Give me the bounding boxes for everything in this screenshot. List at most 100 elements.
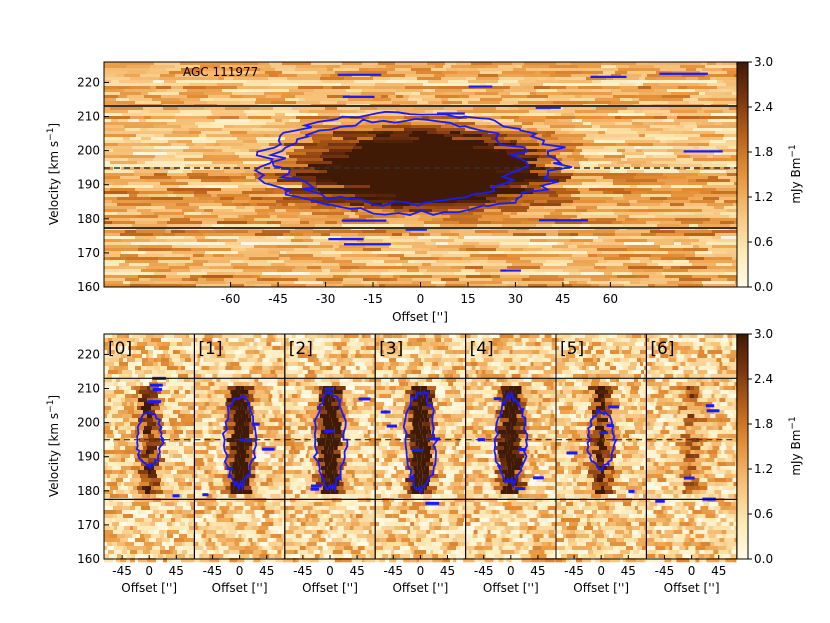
top-heat-cell: [283, 197, 304, 201]
bottom-heat-cell: [347, 406, 352, 411]
bottom-heat-cell: [170, 422, 175, 427]
top-heat-cell: [138, 254, 164, 258]
bottom-heat-cell: [182, 406, 188, 411]
top-heat-cell: [571, 242, 584, 246]
top-heat-cell: [149, 143, 171, 147]
top-heat-cell: [727, 158, 737, 162]
bottom-heat-cell: [249, 446, 253, 451]
bottom-heat-cell: [265, 530, 271, 535]
top-heat-cell: [513, 233, 529, 237]
top-heat-cell: [327, 215, 349, 219]
top-heat-cell: [111, 80, 119, 84]
bottom-heat-cell: [234, 538, 239, 543]
bottom-heat-cell: [115, 350, 120, 355]
bottom-heat-cell: [303, 434, 312, 439]
top-heat-cell: [263, 278, 274, 282]
bottom-heat-cell: [302, 430, 311, 435]
top-heat-cell: [257, 212, 268, 216]
bottom-heat-cell: [268, 410, 273, 415]
bottom-heat-cell: [127, 522, 134, 527]
top-heat-cell: [320, 242, 346, 246]
top-heat-cell: [587, 281, 618, 285]
top-heat-cell: [667, 260, 673, 264]
bottom-heat-cell: [104, 554, 109, 559]
bottom-heat-cell: [154, 530, 159, 535]
top-heat-cell: [322, 260, 352, 264]
bottom-heat-cell: [152, 442, 162, 447]
top-heat-cell: [237, 86, 268, 90]
top-heat-cell: [540, 266, 566, 270]
bottom-heat-cell: [224, 394, 232, 399]
top-heat-cell: [632, 98, 639, 102]
bottom-heat-cell: [330, 338, 341, 343]
top-heat-cell: [662, 272, 681, 276]
bottom-heat-cell: [125, 494, 128, 499]
top-heat-cell: [333, 131, 368, 135]
bottom-heat-cell: [284, 338, 289, 343]
top-heat-cell: [171, 143, 186, 147]
bottom-heat-cell: [216, 490, 221, 495]
top-heat-cell: [104, 65, 126, 69]
top-heat-cell: [702, 164, 727, 168]
top-heat-cell: [504, 131, 536, 135]
top-heat-cell: [538, 173, 573, 177]
top-heat-cell: [245, 170, 255, 174]
top-heat-cell: [183, 86, 206, 90]
bottom-heat-cell: [254, 398, 261, 403]
top-heat-cell: [300, 119, 334, 123]
top-heat-cell: [418, 236, 449, 240]
top-heat-cell: [300, 131, 333, 135]
top-heat-cell: [254, 206, 269, 210]
top-ytick-label: 170: [77, 246, 100, 260]
top-heat-cell: [225, 119, 250, 123]
bottom-heat-cell: [288, 526, 299, 531]
top-heat-cell: [382, 125, 411, 129]
top-heat-cell: [297, 128, 316, 132]
bottom-heat-cell: [326, 382, 332, 387]
bottom-heat-cell: [172, 366, 178, 371]
bottom-heat-cell: [368, 370, 372, 375]
bottom-heat-cell: [104, 402, 110, 407]
bottom-heat-cell: [251, 486, 259, 491]
bottom-heat-cell: [305, 518, 309, 523]
bottom-heat-cell: [249, 558, 254, 563]
bottom-heat-cell: [134, 342, 137, 347]
bottom-heat-cell: [336, 486, 344, 491]
bottom-heat-cell: [364, 494, 371, 499]
top-heat-cell: [299, 83, 322, 87]
bottom-heat-cell: [274, 554, 282, 559]
bottom-heat-cell: [154, 450, 158, 455]
bottom-heat-cell: [354, 502, 360, 507]
top-heat-cell: [634, 251, 668, 255]
bottom-heat-cell: [177, 350, 180, 355]
bottom-heat-cell: [181, 558, 186, 563]
top-heat-cell: [674, 152, 687, 156]
top-heat-cell: [439, 257, 456, 261]
bottom-heat-cell: [222, 526, 228, 531]
bottom-heat-cell: [194, 398, 201, 403]
bottom-heat-cell: [350, 370, 357, 375]
top-heat-cell: [450, 167, 472, 171]
bottom-heat-cell: [343, 514, 350, 519]
top-heat-cell: [572, 203, 599, 207]
bottom-heat-cell: [120, 378, 125, 383]
top-heat-cell: [711, 95, 733, 99]
top-heat-cell: [173, 191, 194, 195]
top-heat-cell: [220, 197, 234, 201]
top-heat-cell: [653, 155, 677, 159]
bottom-heat-cell: [165, 370, 173, 375]
top-heat-cell: [518, 80, 536, 84]
bottom-heat-cell: [320, 426, 325, 431]
bottom-heat-cell: [209, 402, 220, 407]
bottom-heat-cell: [124, 390, 129, 395]
top-heat-cell: [405, 86, 438, 90]
bottom-heat-cell: [330, 490, 339, 495]
bottom-heat-cell: [284, 474, 293, 479]
bottom-heat-cell: [317, 442, 326, 447]
top-heat-cell: [705, 74, 734, 78]
bottom-heat-cell: [185, 522, 188, 527]
bottom-heat-cell: [177, 418, 181, 423]
top-heat-cell: [343, 221, 375, 225]
top-heat-cell: [695, 152, 714, 156]
bottom-heat-cell: [186, 426, 195, 431]
